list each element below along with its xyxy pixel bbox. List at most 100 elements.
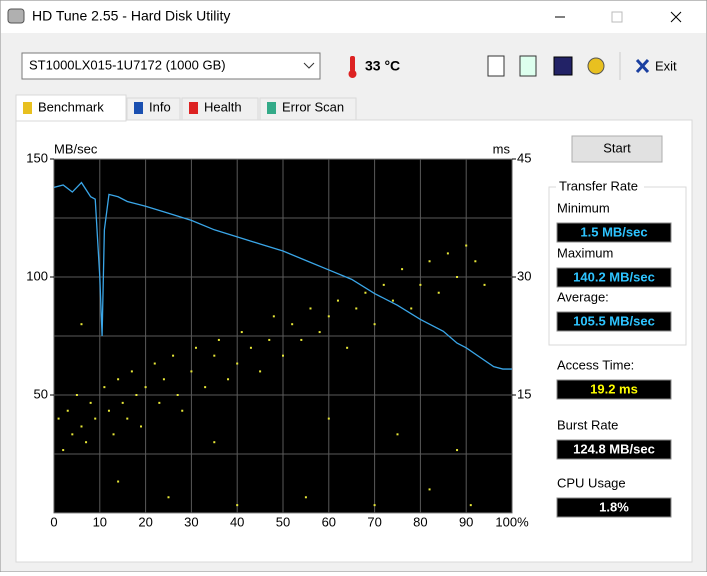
- group-label-bg: [556, 180, 644, 194]
- access-time-point: [89, 401, 92, 404]
- y-tick-label: 150: [26, 150, 48, 165]
- access-time-point: [66, 409, 69, 412]
- close-button[interactable]: [670, 11, 682, 23]
- access-time-point: [236, 504, 239, 507]
- stat-label: CPU Usage: [557, 475, 626, 490]
- stat-label: Average:: [557, 289, 609, 304]
- start-button[interactable]: [571, 135, 663, 163]
- tab[interactable]: [259, 97, 357, 121]
- access-time-point: [304, 496, 307, 499]
- access-time-point: [346, 346, 349, 349]
- access-time-point: [121, 401, 124, 404]
- access-time-point: [181, 409, 184, 412]
- x-tick-label: 30: [184, 514, 198, 529]
- exit-icon[interactable]: [635, 58, 650, 74]
- access-time-point: [240, 331, 243, 334]
- tab[interactable]: [181, 97, 259, 121]
- x-tick-label: 100%: [495, 514, 529, 529]
- y2-axis-label: ms: [493, 141, 511, 156]
- group-title: Transfer Rate: [559, 178, 638, 193]
- access-time-point: [85, 441, 88, 444]
- x-tick-label: 90: [459, 514, 473, 529]
- x-tick-label: 80: [413, 514, 427, 529]
- access-time-point: [309, 307, 312, 310]
- app-icon: [7, 8, 25, 24]
- access-time-point: [80, 425, 83, 428]
- access-time-point: [117, 480, 120, 483]
- access-time-point: [112, 433, 115, 436]
- transfer-rate-line: [53, 181, 512, 370]
- access-time-point: [75, 394, 78, 396]
- access-time-point: [355, 307, 358, 310]
- access-time-point: [140, 425, 143, 428]
- access-time-point: [327, 315, 330, 318]
- options-icon[interactable]: [587, 57, 605, 75]
- access-time-point: [282, 354, 284, 357]
- access-time-point: [396, 433, 399, 436]
- tab-label[interactable]: Error Scan: [282, 99, 344, 114]
- access-time-point: [117, 378, 120, 381]
- access-time-point: [204, 386, 207, 389]
- tab-label[interactable]: Info: [149, 99, 171, 114]
- access-time-point: [103, 386, 106, 389]
- access-time-point: [382, 283, 385, 286]
- drive-name: ST1000LX015-1U7172 (1000 GB): [29, 57, 226, 72]
- access-time-point: [300, 338, 303, 341]
- access-time-point: [236, 362, 239, 365]
- access-time-point: [428, 260, 431, 263]
- access-time-point: [456, 449, 459, 452]
- stat-label: Minimum: [557, 200, 610, 215]
- access-time-point: [144, 386, 147, 389]
- tab[interactable]: [15, 94, 127, 122]
- access-time-point: [428, 488, 431, 491]
- stat-value: 1.5 MB/sec: [580, 224, 647, 239]
- x-tick-label: 20: [138, 514, 152, 529]
- stat-value: 1.8%: [599, 499, 629, 514]
- access-time-point: [446, 252, 449, 255]
- stat-value: 124.8 MB/sec: [573, 441, 655, 456]
- temperature: 33 °C: [365, 58, 400, 74]
- x-tick-label: 60: [322, 514, 336, 529]
- access-time-point: [153, 362, 156, 365]
- stat-value: 19.2 ms: [590, 381, 638, 396]
- access-time-point: [401, 268, 404, 271]
- access-time-point: [71, 433, 74, 436]
- stat-value: 140.2 MB/sec: [573, 269, 655, 284]
- copy-all-icon[interactable]: [519, 55, 537, 77]
- access-time-point: [373, 323, 376, 326]
- stat-box: [556, 222, 672, 243]
- stat-label: Access Time:: [557, 357, 634, 372]
- access-time-point: [364, 291, 367, 294]
- exit-label[interactable]: Exit: [655, 58, 677, 73]
- access-time-point: [194, 346, 197, 349]
- access-time-point: [391, 299, 394, 302]
- access-time-point: [57, 417, 60, 420]
- start-label[interactable]: Start: [603, 140, 631, 155]
- tab-label[interactable]: Benchmark: [38, 99, 104, 114]
- access-time-point: [217, 338, 220, 341]
- tab-label[interactable]: Health: [204, 99, 242, 114]
- access-time-point: [130, 370, 133, 373]
- thermometer-bulb: [348, 70, 357, 78]
- access-time-point: [456, 276, 459, 278]
- access-time-point: [465, 244, 468, 247]
- access-time-point: [213, 441, 216, 444]
- access-time-point: [172, 354, 175, 357]
- save-icon[interactable]: [553, 56, 573, 76]
- window-title: HD Tune 2.55 - Hard Disk Utility: [32, 8, 230, 24]
- stat-box: [556, 497, 672, 518]
- copy-icon[interactable]: [487, 55, 505, 77]
- stat-label: Maximum: [557, 245, 613, 260]
- access-time-point: [190, 370, 193, 373]
- access-time-point: [80, 323, 83, 326]
- title-bar: [1, 1, 706, 33]
- access-time-point: [437, 291, 440, 294]
- maximize-button[interactable]: [611, 11, 623, 23]
- x-tick-label: 0: [50, 514, 57, 529]
- stat-value: 105.5 MB/sec: [573, 313, 655, 328]
- tab-icon: [267, 102, 276, 114]
- x-tick-label: 10: [93, 514, 107, 529]
- drive-dropdown[interactable]: [21, 52, 321, 80]
- y-axis-label: MB/sec: [54, 141, 98, 156]
- access-time-point: [373, 504, 376, 507]
